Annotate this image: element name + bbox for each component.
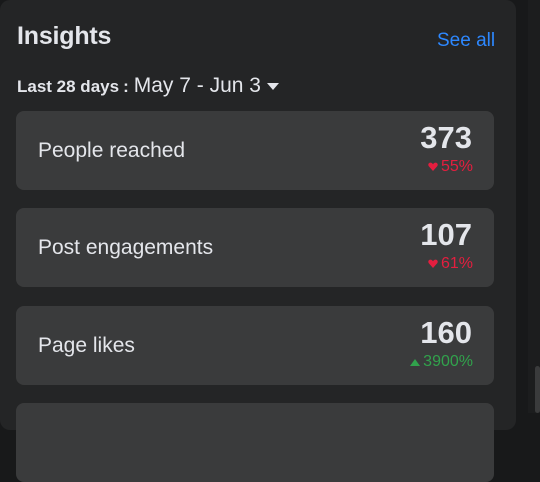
metric-card-partial[interactable] (16, 403, 494, 482)
down-arrow-icon (428, 162, 438, 171)
insights-title: Insights (17, 22, 112, 50)
scrollbar-thumb[interactable] (535, 366, 540, 413)
metric-change: 55% (428, 158, 473, 176)
date-range-selector[interactable]: Last 28 days : May 7 - Jun 3 (17, 74, 279, 98)
up-arrow-icon (410, 358, 421, 366)
metric-card-post-engagements[interactable]: Post engagements 107 61% (16, 208, 494, 287)
metric-label: Post engagements (38, 236, 214, 259)
metric-change-value: 55% (440, 158, 473, 175)
down-arrow-icon (428, 259, 438, 268)
insights-panel: Insights See all Last 28 days : May 7 - … (0, 0, 516, 482)
metric-label: People reached (38, 139, 186, 162)
metric-change: 3900% (410, 353, 473, 371)
metric-value: 373 (420, 120, 472, 155)
dropdown-caret-icon (266, 83, 279, 90)
date-range-label: Last 28 days (17, 77, 120, 96)
metric-change-value: 3900% (423, 353, 473, 370)
metric-change-value: 61% (440, 255, 473, 272)
metric-change: 61% (428, 255, 473, 273)
metric-label: Page likes (38, 334, 135, 357)
date-range-separator: : (123, 77, 129, 96)
metric-card-page-likes[interactable]: Page likes 160 3900% (16, 306, 494, 385)
metric-card-people-reached[interactable]: People reached 373 55% (16, 111, 494, 190)
scrollbar-track[interactable] (528, 0, 540, 413)
date-range-value: May 7 - Jun 3 (133, 74, 261, 97)
metric-value: 107 (420, 217, 472, 252)
see-all-link[interactable]: See all (437, 30, 496, 51)
metric-value: 160 (420, 315, 472, 350)
